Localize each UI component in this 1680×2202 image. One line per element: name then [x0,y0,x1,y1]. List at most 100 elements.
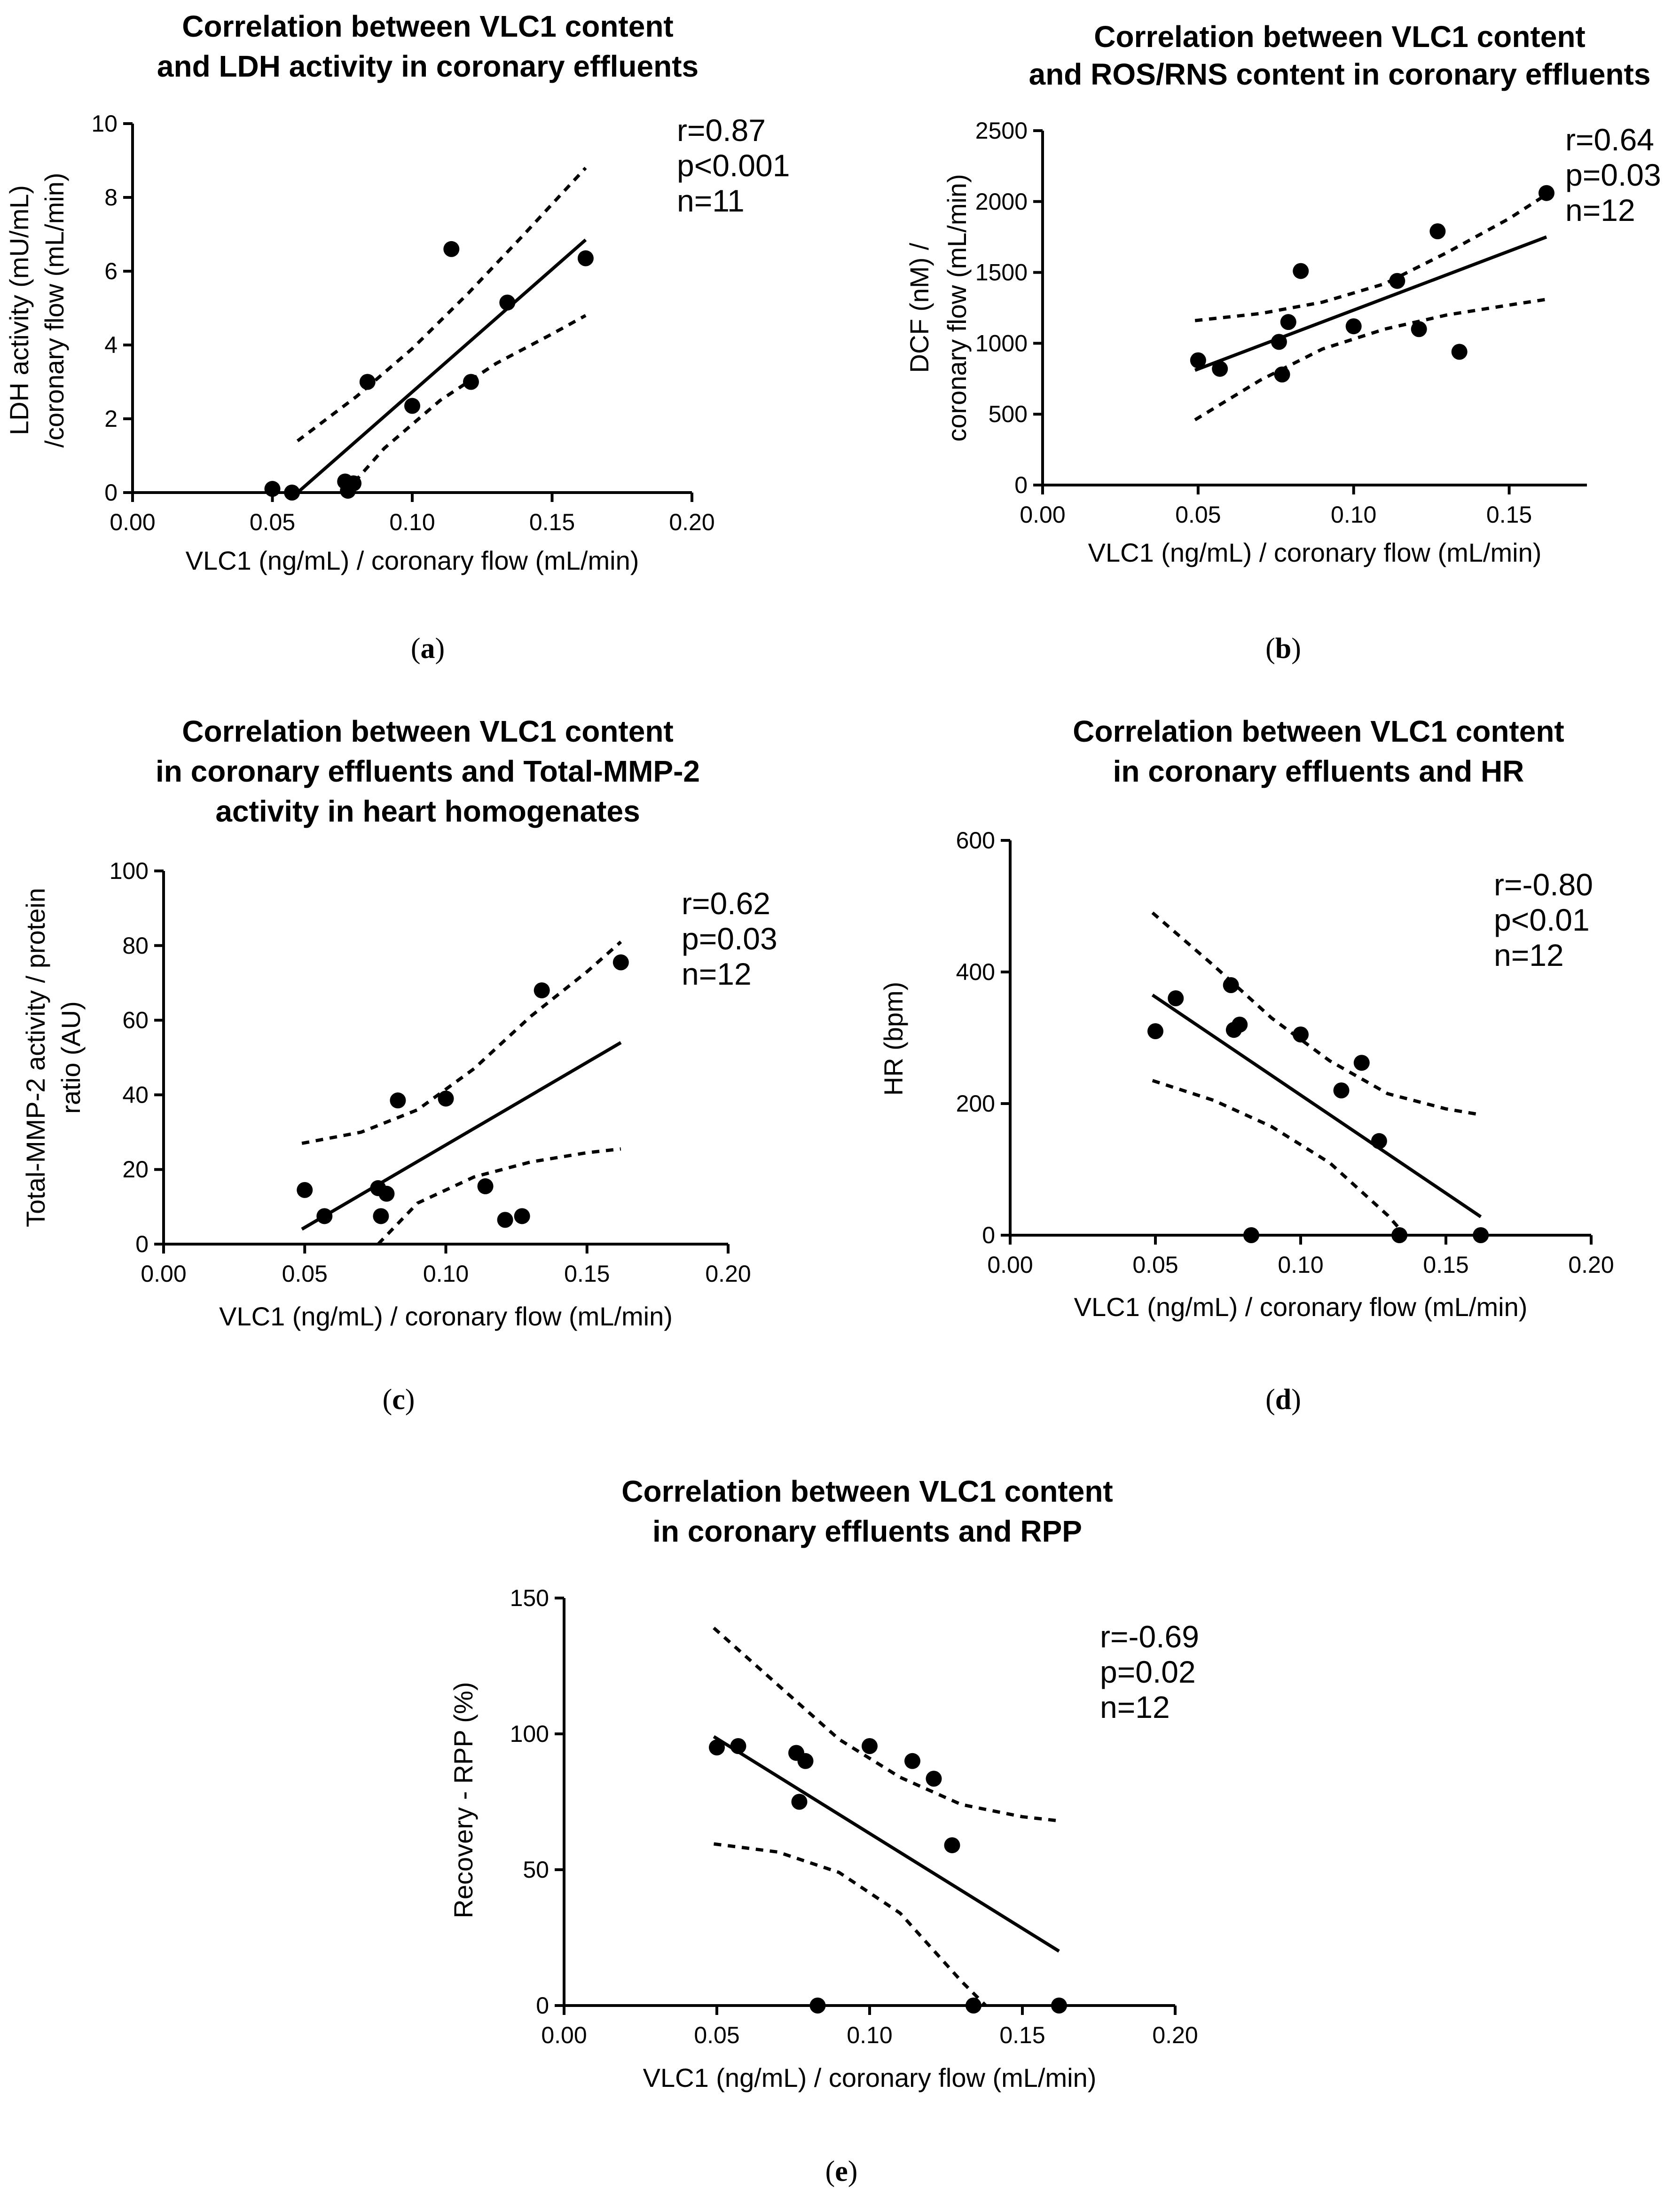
data-point [1147,1023,1163,1039]
data-point [345,475,362,492]
y-tick-label: 1500 [975,259,1028,286]
y-tick-label: 80 [122,933,149,959]
stat-annotation: r=-0.80 [1494,867,1593,902]
data-point [1538,185,1554,201]
data-point [438,1090,454,1107]
panel-caption-letter: e [835,2155,848,2187]
panel-caption: (e) [825,2155,858,2187]
x-tick-label: 0.05 [282,1261,328,1287]
data-point [264,481,281,497]
data-point [297,1182,313,1198]
chart-title-line: in coronary effluents and RPP [652,1514,1082,1548]
panel-caption-letter: c [392,1384,405,1416]
y-tick-label: 8 [104,184,118,211]
stat-annotation: r=0.62 [682,886,770,921]
data-point [404,398,420,414]
stat-annotation: n=11 [677,183,745,218]
y-tick-label: 600 [956,827,995,854]
stat-annotation: p<0.01 [1494,902,1590,937]
y-tick-label: 4 [104,332,118,358]
stat-annotation: p=0.03 [1565,157,1661,192]
data-point [1051,1998,1067,2014]
x-tick-label: 0.00 [110,509,155,535]
ci-lower-band [714,1842,987,2007]
y-tick-label: 400 [956,959,995,985]
ci-lower-band [1194,298,1547,422]
y-tick-label: 10 [91,110,118,137]
data-point [499,294,516,311]
data-point [1411,321,1427,337]
x-tick-label: 0.10 [423,1261,469,1287]
stat-annotation: n=12 [1565,193,1635,227]
data-point [316,1208,333,1224]
y-tick-label: 0 [982,1222,995,1248]
data-point [373,1208,389,1224]
x-axis-label: VLC1 (ng/mL) / coronary flow (mL/min) [1074,1292,1528,1322]
panel-caption: (a) [411,633,445,665]
panel-caption: (d) [1265,1384,1301,1416]
ci-upper-band [301,940,622,1145]
y-tick-label: 0 [536,1992,549,2019]
ci-lower-band [1152,1079,1407,1237]
x-tick-label: 0.15 [999,2022,1045,2048]
regression-line [713,1735,1060,1953]
y-tick-label: 150 [510,1585,549,1611]
data-point [1223,977,1239,993]
stat-annotation: r=0.64 [1565,122,1654,157]
y-tick-label: 200 [956,1090,995,1117]
regression-line [1151,994,1482,1218]
data-point [1243,1227,1259,1243]
chart-title-line: in coronary effluents and HR [1113,754,1524,788]
data-point [809,1998,826,2014]
data-point [443,241,460,257]
x-tick-label: 0.10 [1331,502,1376,528]
y-tick-label: 100 [110,858,149,884]
x-tick-label: 0.00 [541,2022,587,2048]
x-axis-label: VLC1 (ng/mL) / coronary flow (mL/min) [219,1301,673,1331]
data-point [1293,1027,1309,1042]
data-point [862,1738,878,1755]
stat-annotation: n=12 [1494,938,1564,972]
x-tick-label: 0.05 [694,2022,739,2048]
chart-title-line: and LDH activity in coronary effluents [157,49,699,83]
data-point [926,1771,942,1787]
data-point [1293,263,1309,279]
chart-title-line: activity in heart homogenates [215,794,640,828]
data-point [1190,352,1206,368]
y-tick-label: 1000 [975,330,1028,356]
chart-panel-d: Correlation between VLC1 content in coron… [879,714,1614,1416]
chart-title-line: Correlation between VLC1 content [1073,714,1564,748]
panel-caption: (b) [1265,633,1301,665]
regression-line [296,238,587,494]
panel-caption-letter: a [421,633,435,665]
y-tick-label: 500 [989,401,1028,427]
stat-annotation: r=-0.69 [1100,1619,1199,1654]
y-tick-label: 2 [104,406,118,432]
x-tick-label: 0.20 [669,509,714,535]
data-point [390,1092,406,1109]
data-point [1391,1227,1408,1243]
x-tick-label: 0.10 [847,2022,892,2048]
data-point [966,1998,981,2014]
y-axis-label: LDH activity (mU/mL) [4,185,34,435]
data-point [1280,314,1296,330]
ci-upper-band [296,166,587,442]
data-point [463,374,479,390]
x-tick-label: 0.00 [987,1252,1033,1278]
x-tick-label: 0.20 [1152,2022,1198,2048]
y-tick-label: 40 [122,1081,149,1108]
regression-line [301,1041,622,1231]
x-tick-label: 0.10 [389,509,435,535]
y-axis-label: Total-MMP-2 activity / protein [21,888,50,1227]
y-axis-label: DCF (nM) / [904,243,934,373]
stat-annotation: p<0.001 [677,148,790,183]
y-tick-label: 20 [122,1156,149,1183]
y-axis-label: coronary flow (mL/min) [942,174,972,441]
y-tick-label: 0 [1014,472,1028,498]
data-point [477,1178,494,1194]
regression-line [1194,235,1547,372]
data-point [514,1208,530,1224]
stat-annotation: p=0.03 [682,921,777,956]
y-axis-label: /coronary flow (mL/min) [39,172,69,447]
data-point [944,1837,960,1853]
